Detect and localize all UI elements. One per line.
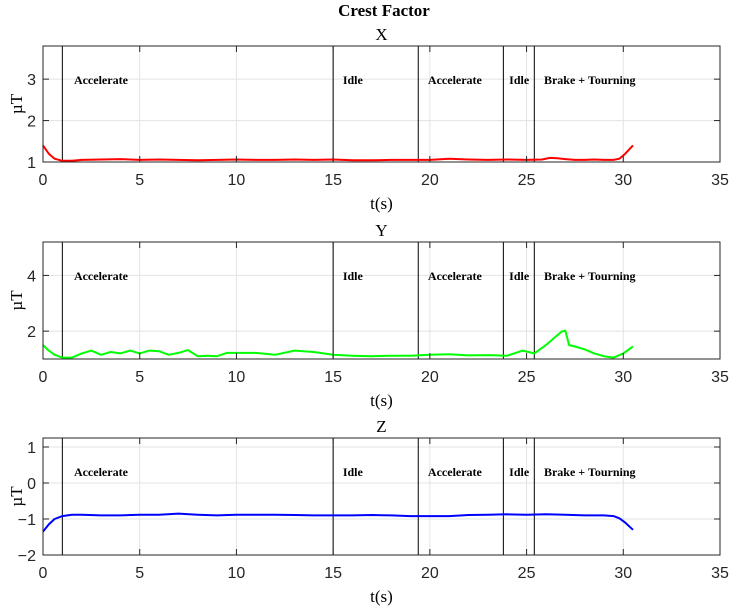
x-tick-label: 0 (39, 369, 48, 386)
x-tick-label: 30 (614, 369, 632, 386)
x-tick-label: 5 (135, 172, 144, 189)
x-tick-label: 10 (228, 369, 246, 386)
x-tick-label: 35 (711, 369, 729, 386)
phase-annotation: Accelerate (74, 73, 129, 87)
x-tick-label: 10 (228, 172, 246, 189)
x-tick-label: 15 (324, 565, 342, 582)
y-axis-label: µT (7, 290, 26, 311)
x-tick-label: 0 (39, 565, 48, 582)
phase-annotation: Accelerate (428, 73, 483, 87)
x-axis-label: t(s) (370, 587, 393, 606)
subplot-title: Z (376, 417, 386, 436)
axes-box (42, 45, 721, 163)
y-tick-label: 2 (27, 324, 36, 341)
x-tick-label: 0 (39, 172, 48, 189)
y-tick-label: −2 (18, 548, 36, 565)
y-tick-label: 1 (27, 155, 36, 172)
x-tick-label: 5 (135, 565, 144, 582)
x-tick-label: 35 (711, 172, 729, 189)
plot-area (43, 242, 720, 359)
y-tick-label: 4 (27, 268, 36, 285)
phase-annotation: Brake + Tourning (544, 465, 636, 479)
y-tick-label: −1 (18, 512, 36, 529)
x-tick-label: 25 (518, 565, 536, 582)
x-tick-label: 30 (614, 172, 632, 189)
series-line-x (42, 144, 634, 162)
phase-annotation: Accelerate (74, 269, 129, 283)
phase-annotation: Idle (343, 73, 364, 87)
x-tick-label: 15 (324, 369, 342, 386)
plot-area (43, 438, 720, 555)
subplot-x: Accelerate Idle Accelerate Idle Brake + Tour… (7, 25, 729, 213)
series-line-y (42, 329, 634, 359)
axes-box (42, 241, 721, 360)
y-tick-label: 3 (27, 72, 36, 89)
y-axis-label: µT (7, 486, 26, 507)
x-tick-label: 15 (324, 172, 342, 189)
x-tick-label: 30 (614, 565, 632, 582)
phase-annotation: Accelerate (74, 465, 129, 479)
subplot-title: X (375, 25, 387, 44)
x-tick-label: 25 (518, 172, 536, 189)
x-axis-label: t(s) (370, 391, 393, 410)
subplot-z: Accelerate Idle Accelerate Idle Brake + Tour… (7, 417, 729, 606)
phase-annotation: Brake + Tourning (544, 73, 636, 87)
phase-annotation: Idle (509, 73, 530, 87)
subplot-title: Y (375, 221, 387, 240)
phase-annotation: Brake + Tourning (544, 269, 636, 283)
phase-annotation: Idle (343, 465, 364, 479)
y-tick-label: 0 (27, 476, 36, 493)
series-line-z (42, 512, 634, 533)
y-axis-label: µT (7, 93, 26, 114)
phase-annotation: Accelerate (428, 465, 483, 479)
subplot-y: Accelerate Idle Accelerate Idle Brake + Tour… (7, 221, 729, 410)
x-axis-label: t(s) (370, 194, 393, 213)
x-tick-label: 20 (421, 172, 439, 189)
phase-annotation: Idle (343, 269, 364, 283)
x-tick-label: 5 (135, 369, 144, 386)
y-tick-label: 1 (27, 440, 36, 457)
x-tick-label: 35 (711, 565, 729, 582)
phase-annotation: Idle (509, 465, 530, 479)
y-tick-label: 2 (27, 114, 36, 131)
phase-annotation: Accelerate (428, 269, 483, 283)
figure-title: Crest Factor (338, 1, 430, 20)
plot-area (43, 46, 720, 162)
phase-annotation: Idle (509, 269, 530, 283)
x-tick-label: 10 (228, 565, 246, 582)
x-tick-label: 20 (421, 565, 439, 582)
x-tick-label: 25 (518, 369, 536, 386)
x-tick-label: 20 (421, 369, 439, 386)
axes-box (42, 437, 721, 556)
